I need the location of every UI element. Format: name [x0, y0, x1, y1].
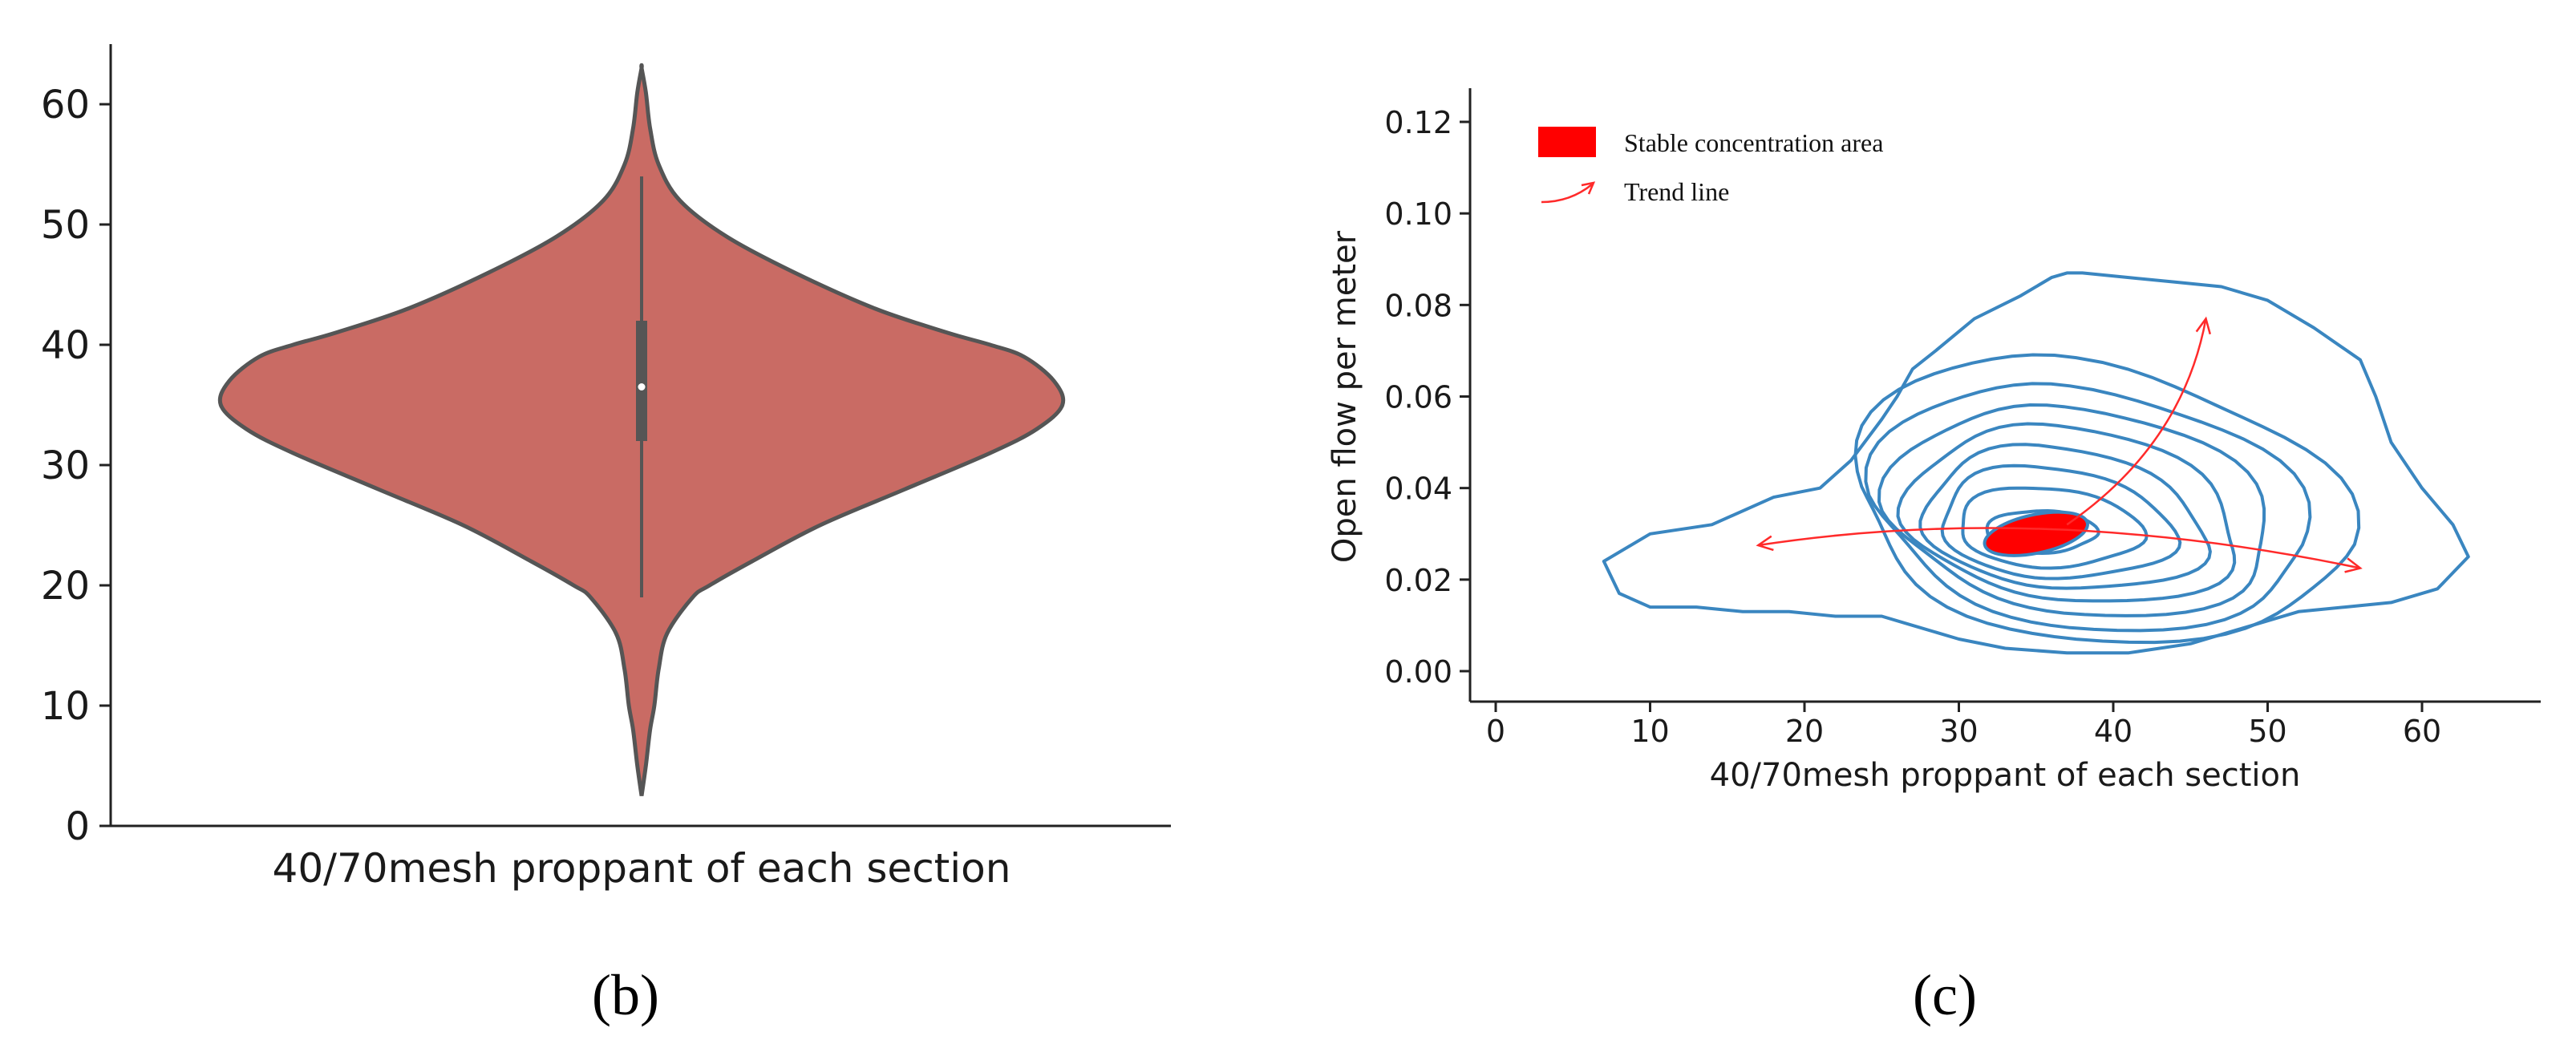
- legend-trend-arrowhead-icon: [1581, 181, 1596, 195]
- legend: Stable concentration area Trend line: [1538, 127, 1883, 206]
- violin-y-tick-label: 60: [41, 83, 90, 127]
- contour-panel: 0 10 20 30 40 50 60 0.000.020.040.060.080.100.…: [1326, 88, 2541, 1027]
- legend-stable-patch: [1538, 127, 1596, 157]
- violin-y-tick-label: 30: [41, 443, 90, 488]
- kde-outer-contour: [1602, 271, 2470, 655]
- contour-x-ticks: 0 10 20 30 40 50 60: [1486, 702, 2441, 749]
- violin-median-dot: [638, 383, 646, 391]
- violin-panel: 0 10 20 30 40 50 60 40/70mesh proppant of each…: [41, 44, 1171, 1027]
- contour-y-tick-label: 0.06: [1384, 380, 1452, 415]
- trend-arrowhead-icon: [2195, 316, 2212, 335]
- trend-line: [2066, 318, 2207, 526]
- violin-y-tick-label: 50: [41, 203, 90, 248]
- kde-contour-line: [1877, 403, 2266, 617]
- contour-x-tick-label: 0: [1486, 714, 1505, 749]
- trend-lines: [1756, 316, 2363, 573]
- contour-y-tick-label: 0.10: [1384, 196, 1452, 232]
- kde-contour-line: [1864, 382, 2312, 633]
- contour-x-tick-label: 60: [2403, 714, 2441, 749]
- trend-arrowhead-icon: [2344, 557, 2363, 573]
- contour-x-tick-label: 10: [1630, 714, 1669, 749]
- legend-trend-arrow-icon: [1541, 184, 1593, 204]
- violin-iqr-box: [636, 321, 647, 441]
- legend-stable-label: Stable concentration area: [1624, 128, 1883, 157]
- contour-y-tick-label: 0.12: [1384, 105, 1452, 140]
- contour-x-tick-label: 40: [2094, 714, 2132, 749]
- stable-area-ellipse: [1983, 510, 2089, 557]
- kde-contour-line: [1918, 443, 2212, 590]
- trend-line: [1758, 527, 2361, 569]
- contour-y-tick-label: 0.02: [1384, 563, 1452, 598]
- violin-y-tick-label: 40: [41, 323, 90, 368]
- violin-x-label: 40/70mesh proppant of each section: [273, 845, 1011, 892]
- contour-y-ticks: 0.00 0.02 0.04 0.06 0.08 0.10 0.12: [1384, 105, 1470, 690]
- stable-concentration-area: [1983, 510, 2089, 557]
- violin-y-ticks: 0 10 20 30 40 50 60: [41, 83, 111, 849]
- violin-y-tick-label: 0: [65, 804, 90, 849]
- contour-x-tick-label: 30: [1939, 714, 1978, 749]
- contour-y-tick-label: 0.08: [1384, 288, 1452, 323]
- legend-trend-label: Trend line: [1624, 177, 1729, 206]
- kde-contour-line: [1896, 422, 2237, 603]
- trend-arrowhead-icon: [1756, 535, 1774, 552]
- violin-y-tick-label: 10: [41, 684, 90, 729]
- panel-label-b: (b): [592, 963, 659, 1027]
- contour-x-label: 40/70mesh proppant of each section: [1710, 757, 2301, 794]
- panel-label-c: (c): [1913, 963, 1977, 1027]
- violin-body: [217, 63, 1066, 796]
- contour-x-tick-label: 20: [1785, 714, 1824, 749]
- kde-contours: [1602, 271, 2470, 655]
- violin-y-tick-label: 20: [41, 564, 90, 609]
- contour-y-label: Open flow per meter: [1326, 230, 1363, 563]
- kde-contour-line: [1940, 463, 2182, 581]
- contour-x-tick-label: 50: [2248, 714, 2286, 749]
- contour-y-tick-label: 0.00: [1384, 654, 1452, 690]
- contour-y-tick-label: 0.04: [1384, 471, 1452, 507]
